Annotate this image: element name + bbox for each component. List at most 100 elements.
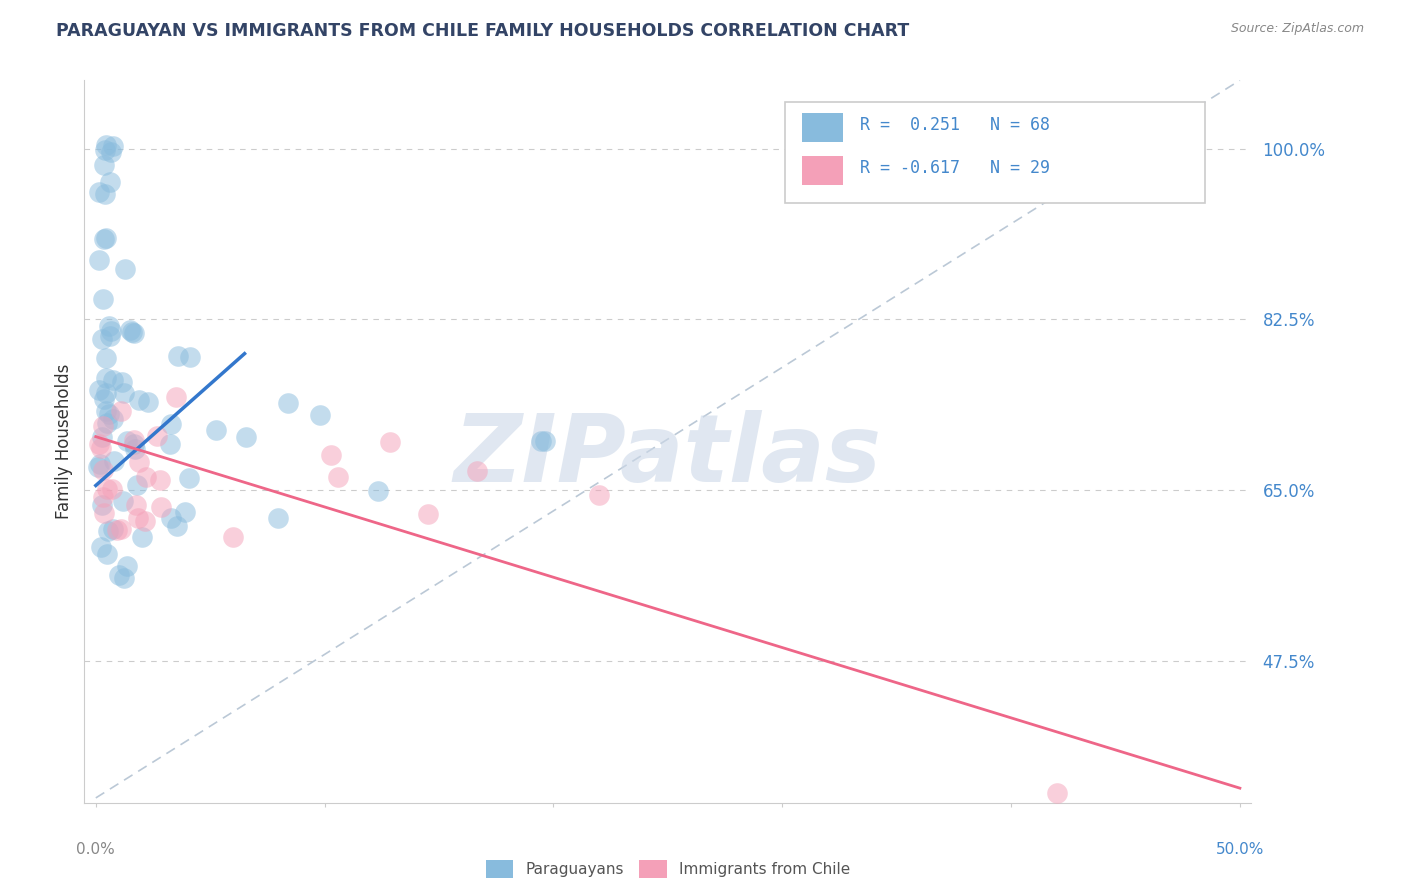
Point [94,143,117,157]
Point [124,437,146,451]
Point [267,511,290,525]
Point [96,547,118,561]
Text: R =  0.251   N = 68: R = 0.251 N = 68 [860,116,1050,134]
Point [367,483,389,498]
Point [308,408,330,422]
Point [100,145,122,159]
Point [98,176,121,190]
Point [115,558,138,573]
Legend: Paraguayans, Immigrants from Chile: Paraguayans, Immigrants from Chile [479,854,856,884]
Point [100,482,122,496]
Point [160,417,183,431]
Point [134,514,156,528]
Point [94,138,117,153]
Text: R = -0.617   N = 29: R = -0.617 N = 29 [860,160,1050,178]
Point [98,318,121,333]
Point [91,463,114,477]
Point [118,323,141,337]
Point [127,478,149,492]
Point [97,407,120,421]
Point [93,157,115,171]
Point [100,324,122,338]
Bar [801,112,844,142]
Point [122,434,145,448]
Point [174,506,197,520]
Point [125,498,148,512]
Point [588,488,610,502]
Point [94,404,117,418]
Point [111,376,134,390]
Point [93,392,115,406]
Point [90,540,112,554]
Point [128,392,150,407]
Point [128,455,150,469]
Point [96,386,118,401]
Point [90,441,112,455]
Point [165,391,187,405]
Point [93,507,115,521]
Point [121,325,143,339]
Point [90,430,112,444]
Point [103,139,125,153]
Point [87,459,110,474]
Point [131,530,153,544]
Point [91,490,114,504]
Point [105,523,128,537]
Point [103,454,125,468]
Point [91,292,114,306]
Point [94,186,117,201]
Point [416,507,439,521]
Text: Source: ZipAtlas.com: Source: ZipAtlas.com [1230,22,1364,36]
Point [101,373,124,387]
Point [149,473,172,487]
Point [179,350,201,364]
Point [124,442,146,456]
Point [91,418,114,433]
Point [159,511,181,525]
Point [166,349,188,363]
Text: 50.0%: 50.0% [1216,842,1264,857]
Point [93,232,115,246]
Point [94,371,117,385]
Text: ZIPatlas: ZIPatlas [454,410,882,502]
Point [89,252,111,267]
Point [110,522,132,536]
Point [89,185,111,199]
Point [122,326,145,341]
Point [89,458,111,472]
Point [534,434,557,448]
Point [222,531,245,545]
Point [319,448,342,462]
Point [111,494,134,508]
Point [90,498,112,512]
Point [530,434,553,449]
Y-axis label: Family Households: Family Households [55,364,73,519]
FancyBboxPatch shape [785,102,1205,203]
Point [205,423,228,437]
Point [277,396,299,410]
Point [108,568,131,582]
Point [110,403,132,417]
Text: PARAGUAYAN VS IMMIGRANTS FROM CHILE FAMILY HOUSEHOLDS CORRELATION CHART: PARAGUAYAN VS IMMIGRANTS FROM CHILE FAMI… [56,22,910,40]
Point [149,500,172,515]
Point [112,571,135,585]
Point [146,429,169,443]
Point [115,434,138,449]
Bar [801,156,844,185]
Point [326,469,349,483]
Point [89,383,111,397]
Point [159,436,181,450]
Point [135,470,157,484]
Point [465,464,488,478]
Point [1046,786,1069,800]
Text: 0.0%: 0.0% [76,842,115,857]
Point [101,522,124,536]
Point [96,482,118,496]
Point [378,435,401,450]
Point [101,411,124,425]
Point [179,471,201,485]
Point [94,351,117,365]
Point [127,510,149,524]
Point [235,430,257,444]
Point [96,417,118,431]
